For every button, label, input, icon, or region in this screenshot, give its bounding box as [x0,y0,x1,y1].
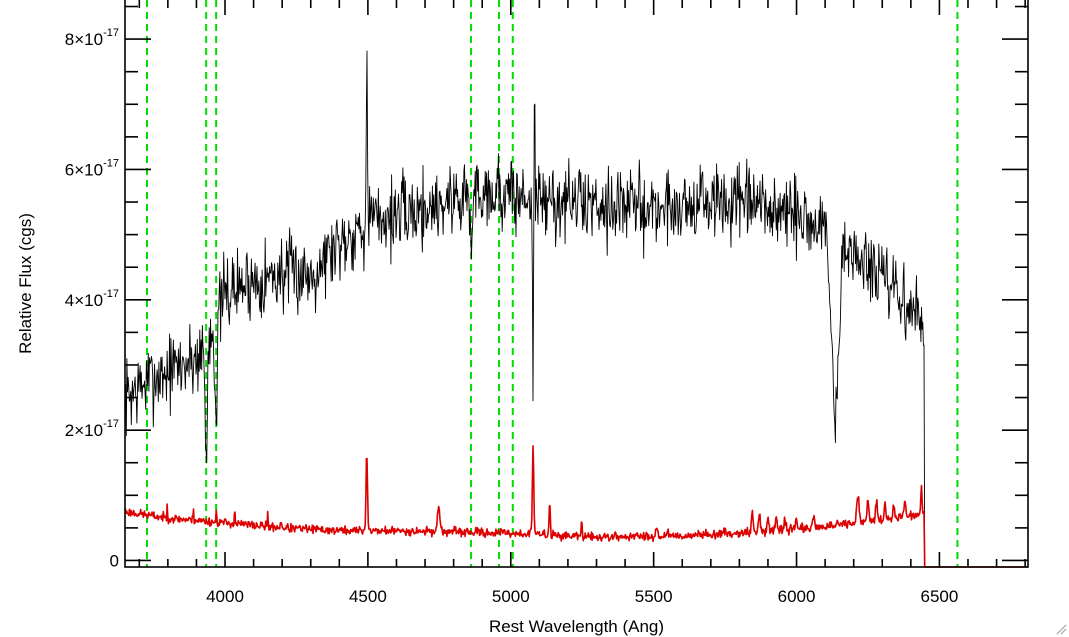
plot-frame [124,0,1029,568]
resize-grip-icon[interactable] [1055,623,1067,635]
reference-lines [146,0,959,567]
y-tick-label: 8×10-17 [65,27,119,49]
y-tick-labels: 0 2×10-17 4×10-17 6×10-17 8×10-17 [65,27,119,570]
x-tick-label: 4500 [349,587,387,606]
x-tick-label: 4000 [206,587,244,606]
series-line-1 [124,50,1028,568]
y-tick-label: 2×10-17 [65,418,119,440]
x-axis-title: Rest Wavelength (Ang) [489,617,664,636]
series-layer [124,50,1028,568]
x-tick-label: 6000 [778,587,816,606]
y-tick-label: 4×10-17 [65,288,119,310]
axis-ticks [125,0,1028,567]
y-axis-title: Relative Flux (cgs) [16,213,35,354]
x-tick-label: 6500 [921,587,959,606]
y-tick-label: 0 [110,551,119,570]
series-line-2 [124,445,1028,568]
x-tick-labels: 4000 4500 5000 5500 6000 6500 [206,587,958,606]
x-tick-label: 5000 [492,587,530,606]
x-tick-label: 5500 [635,587,673,606]
y-tick-label: 6×10-17 [65,157,119,179]
